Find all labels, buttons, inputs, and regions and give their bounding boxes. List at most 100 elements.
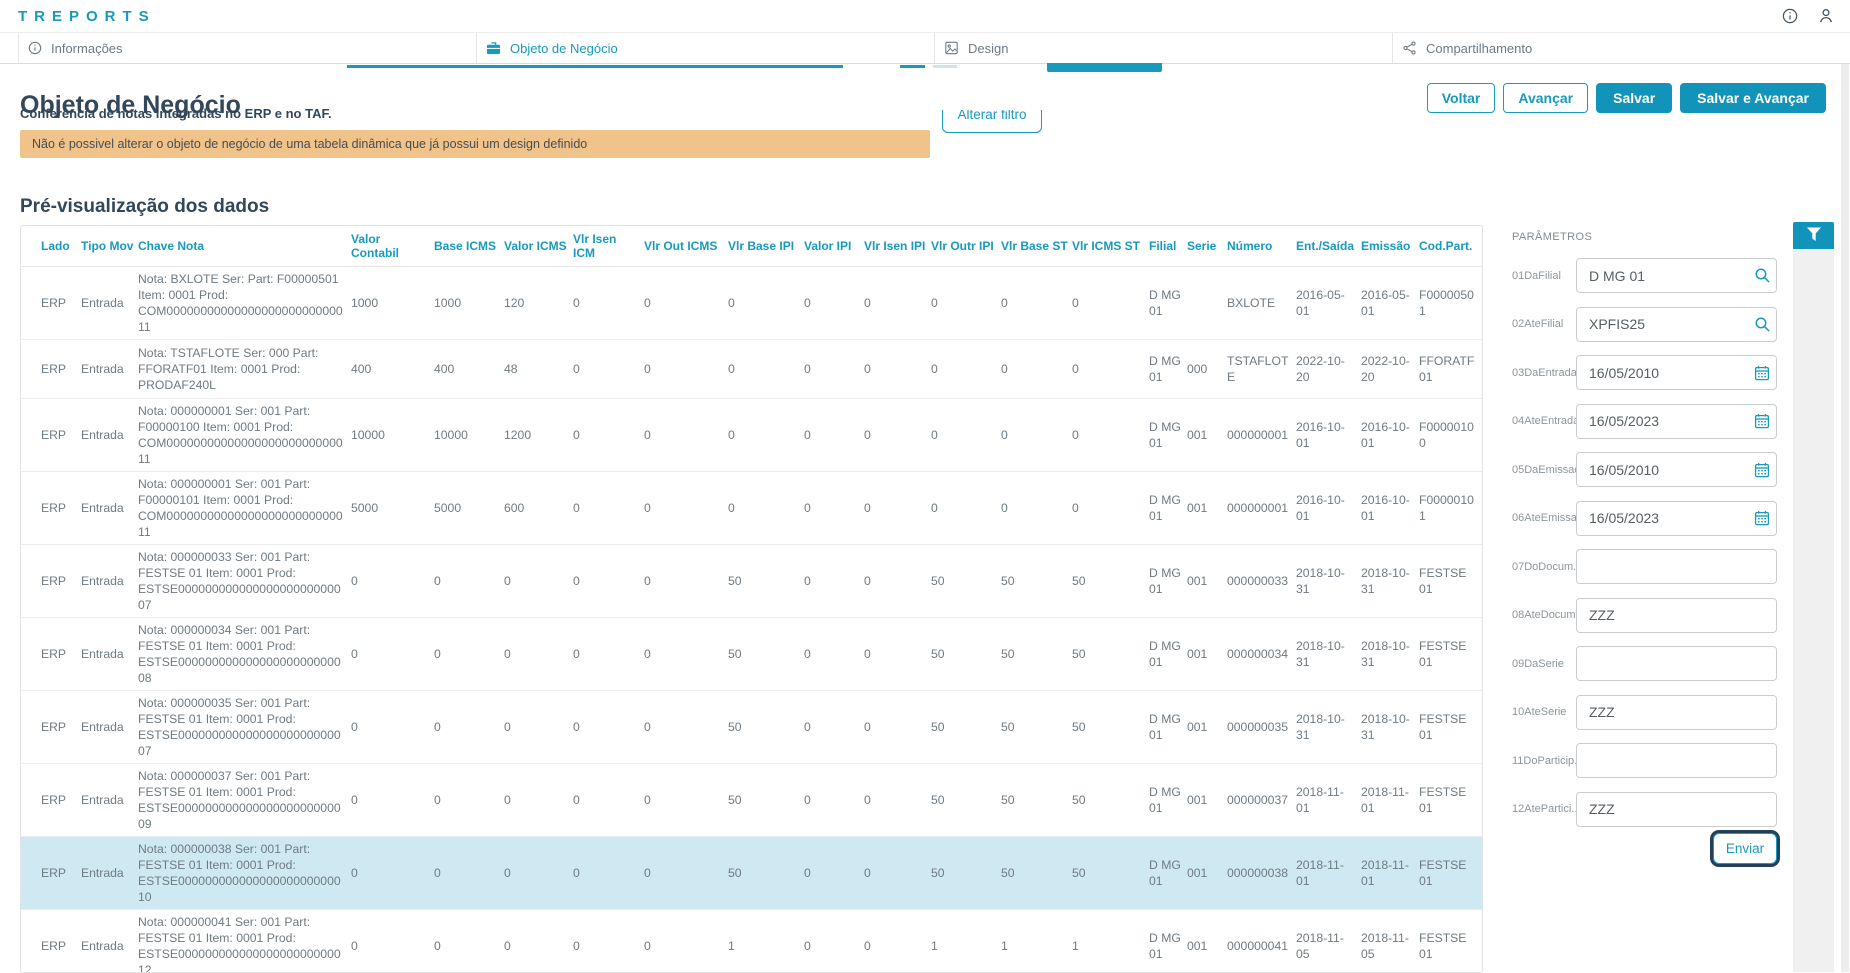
tab-bar: Informações Objeto de Negócio Design Compar… <box>0 32 1850 64</box>
param-row-11doparticip: 11DoParticip... <box>1512 743 1778 778</box>
column-header-lado[interactable]: Lado <box>21 226 81 267</box>
calendar-icon[interactable] <box>1748 365 1776 381</box>
column-header-serie[interactable]: Serie <box>1187 226 1227 267</box>
table-cell: 2018-10-31 <box>1361 543 1419 617</box>
param-field[interactable] <box>1577 704 1776 720</box>
param-field[interactable] <box>1577 655 1776 672</box>
filter-toggle-button[interactable] <box>1793 222 1834 249</box>
tab-informacoes[interactable]: Informações <box>18 33 476 63</box>
column-header-filial[interactable]: Filial <box>1149 226 1187 267</box>
column-header-valor-ipi[interactable]: Valor IPI <box>804 226 864 267</box>
table-cell: 10000 <box>434 397 504 471</box>
param-input-07dodocum[interactable] <box>1576 549 1777 584</box>
table-cell: 0 <box>931 397 1001 471</box>
column-header-vlr-out-icms[interactable]: Vlr Out ICMS <box>644 226 728 267</box>
tab-label: Compartilhamento <box>1426 40 1533 56</box>
param-label: 01DaFilial <box>1512 269 1561 282</box>
salvar-e-avancar-button[interactable]: Salvar e Avançar <box>1680 83 1826 113</box>
column-header-cod-part[interactable]: Cod.Part. <box>1419 226 1482 267</box>
column-header-valor-icms[interactable]: Valor ICMS <box>504 226 573 267</box>
table-cell: D MG 01 <box>1149 762 1187 836</box>
param-field[interactable] <box>1577 267 1748 284</box>
table-row[interactable]: ERP Entrada Nota: TSTAFLOTE Ser: 000 Part:… <box>21 338 1482 398</box>
tab-compartilhamento[interactable]: Compartilhamento <box>1392 33 1850 63</box>
search-icon[interactable] <box>1748 316 1776 333</box>
table-cell: ERP <box>21 543 81 617</box>
info-icon[interactable] <box>1782 8 1798 24</box>
param-input-08atedocum[interactable] <box>1576 597 1777 633</box>
table-row[interactable]: ERP Entrada Nota: 000000041 Ser: 001 Part:… <box>21 908 1482 972</box>
column-header-vlr-base-st[interactable]: Vlr Base ST <box>1001 226 1072 267</box>
column-header-numero[interactable]: Número <box>1227 226 1296 267</box>
calendar-icon[interactable] <box>1748 413 1776 429</box>
param-label: 09DaSerie <box>1512 657 1564 670</box>
alterar-filtro-button[interactable]: Alterar filtro <box>942 110 1042 133</box>
param-field[interactable] <box>1577 364 1748 381</box>
table-cell: Nota: 000000001 Ser: 001 Part: F00000100… <box>138 397 351 471</box>
table-cell: D MG 01 <box>1149 397 1187 471</box>
table-cell: ERP <box>21 908 81 972</box>
column-header-emissao[interactable]: Emissão <box>1361 226 1419 267</box>
table-row[interactable]: ERP Entrada Nota: 000000038 Ser: 001 Part:… <box>21 835 1482 909</box>
scrollbar[interactable] <box>1841 64 1849 972</box>
table-cell: 1 <box>931 908 1001 972</box>
param-field[interactable] <box>1577 461 1748 478</box>
table-cell: 0 <box>573 470 644 544</box>
calendar-icon[interactable] <box>1748 510 1776 526</box>
param-input-02atefilial[interactable] <box>1576 306 1777 342</box>
column-header-tipo-mov[interactable]: Tipo Mov <box>81 226 138 267</box>
table-row[interactable]: ERP Entrada Nota: 000000037 Ser: 001 Part:… <box>21 762 1482 836</box>
param-input-03daentrada[interactable] <box>1576 355 1777 390</box>
param-input-11doparticip[interactable] <box>1576 743 1777 778</box>
column-header-vlr-outr-ipi[interactable]: Vlr Outr IPI <box>931 226 1001 267</box>
table-cell: 50 <box>1001 762 1072 836</box>
param-input-04ateentrada[interactable] <box>1576 403 1777 439</box>
param-input-06ateemissao[interactable] <box>1576 500 1777 536</box>
enviar-button[interactable]: Enviar <box>1713 833 1777 864</box>
column-header-vlr-isen-ipi[interactable]: Vlr Isen IPI <box>864 226 931 267</box>
calendar-icon[interactable] <box>1748 462 1776 478</box>
param-field[interactable] <box>1577 316 1748 332</box>
table-row[interactable]: ERP Entrada Nota: BXLOTE Ser: Part: F00000… <box>21 266 1482 339</box>
tab-objeto-de-negocio[interactable]: Objeto de Negócio <box>476 33 934 63</box>
table-cell: 50 <box>728 835 804 909</box>
param-input-05daemissao[interactable] <box>1576 452 1777 487</box>
column-header-valor-contabil[interactable]: Valor Contabil <box>351 226 434 267</box>
voltar-button[interactable]: Voltar <box>1426 83 1496 113</box>
column-header-chave-nota[interactable]: Chave Nota <box>138 226 351 267</box>
search-icon[interactable] <box>1748 267 1776 284</box>
column-header-vlr-icms-st[interactable]: Vlr ICMS ST <box>1072 226 1149 267</box>
column-header-ent-saida[interactable]: Ent./Saída <box>1296 226 1361 267</box>
avancar-button[interactable]: Avançar <box>1503 83 1589 113</box>
table-cell: 001 <box>1187 397 1227 471</box>
table-cell: Entrada <box>81 470 138 544</box>
salvar-button[interactable]: Salvar <box>1596 83 1673 113</box>
param-field[interactable] <box>1577 752 1776 769</box>
param-field[interactable] <box>1577 558 1776 575</box>
column-header-base-icms[interactable]: Base ICMS <box>434 226 504 267</box>
table-cell: 0 <box>804 295 811 310</box>
table-row[interactable]: ERP Entrada Nota: 000000033 Ser: 001 Part:… <box>21 543 1482 617</box>
param-input-12atepartici[interactable] <box>1576 791 1777 827</box>
table-cell: 001 <box>1187 762 1227 836</box>
param-field[interactable] <box>1577 607 1776 623</box>
table-cell: 0 <box>804 543 864 617</box>
column-header-vlr-isen-icm[interactable]: Vlr Isen ICM <box>573 226 644 267</box>
param-field[interactable] <box>1577 510 1748 526</box>
param-field[interactable] <box>1577 801 1776 817</box>
param-input-01dafilial[interactable] <box>1576 258 1777 293</box>
param-field[interactable] <box>1577 413 1748 429</box>
user-icon[interactable] <box>1818 8 1834 24</box>
table-row[interactable]: ERP Entrada Nota: 000000001 Ser: 001 Part:… <box>21 397 1482 471</box>
tab-design[interactable]: Design <box>934 33 1392 63</box>
param-input-09daserie[interactable] <box>1576 646 1777 681</box>
param-input-10ateserie[interactable] <box>1576 694 1777 730</box>
table-cell: ERP <box>21 397 81 471</box>
topbar-icons <box>1782 8 1834 24</box>
info-icon <box>28 41 42 55</box>
table-cell: D MG 01 <box>1149 835 1187 909</box>
table-row[interactable]: ERP Entrada Nota: 000000001 Ser: 001 Part:… <box>21 470 1482 544</box>
table-row[interactable]: ERP Entrada Nota: 000000035 Ser: 001 Part:… <box>21 689 1482 763</box>
table-row[interactable]: ERP Entrada Nota: 000000034 Ser: 001 Part:… <box>21 616 1482 690</box>
column-header-vlr-base-ipi[interactable]: Vlr Base IPI <box>728 226 804 267</box>
